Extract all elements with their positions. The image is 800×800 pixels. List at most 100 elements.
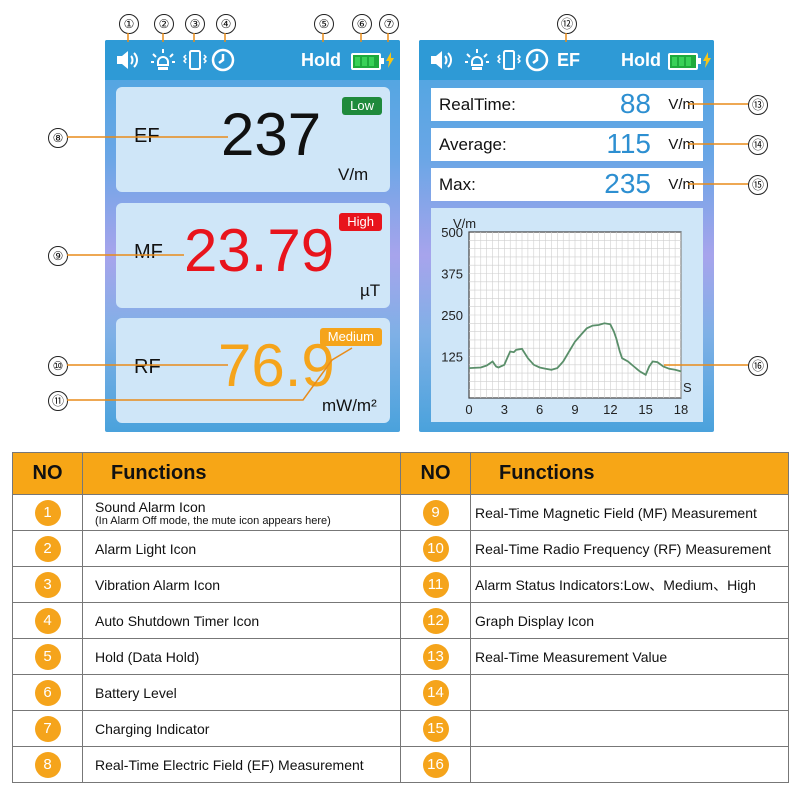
average-row: Average: 115 V/m <box>431 128 703 161</box>
header-functions: Functions <box>82 452 401 495</box>
number-badge: 7 <box>34 715 61 742</box>
callout-2: ② <box>154 14 174 34</box>
function-text: Hold (Data Hold) <box>95 648 200 665</box>
callout-1: ① <box>119 14 139 34</box>
y-tick-label: 500 <box>441 225 463 240</box>
function-text: Sound Alarm Icon <box>95 498 206 515</box>
max-row: Max: 235 V/m <box>431 168 703 201</box>
timer-icon <box>525 48 549 72</box>
table-row: 5 Hold (Data Hold) 13 Real-Time Measurem… <box>12 638 789 675</box>
callout-6: ⑥ <box>352 14 372 34</box>
graph-mode-label: EF <box>557 50 581 70</box>
callout-9: ⑨ <box>48 246 68 266</box>
leader-lines <box>67 33 748 401</box>
callout-7: ⑦ <box>379 14 399 34</box>
table-row: 7 Charging Indicator 15 <box>12 710 789 747</box>
number-badge: 16 <box>422 751 449 778</box>
callout-16: ⑯ <box>748 356 768 376</box>
graph-panel: 0 3 6 9 12 15 18 125 250 375 500 V/m S <box>431 208 703 422</box>
y-tick-label: 375 <box>441 267 463 282</box>
ef-value: 237 <box>221 101 322 168</box>
callout-8: ⑧ <box>48 128 68 148</box>
callout-5: ⑤ <box>314 14 334 34</box>
function-text: Real-Time Electric Field (EF) Measuremen… <box>95 756 364 773</box>
alarm-light-icon <box>151 49 175 70</box>
rf-value: 76.9 <box>218 332 335 399</box>
number-badge: 1 <box>34 499 61 526</box>
ef-status-badge: Low <box>342 97 382 115</box>
max-value: 235 <box>604 168 651 199</box>
header-no: NO <box>400 452 471 495</box>
number-badge: 11 <box>422 571 449 598</box>
number-badge: 14 <box>422 679 449 706</box>
ef-panel: EF 237 V/m Low <box>116 87 390 192</box>
mf-unit: µT <box>360 281 381 300</box>
max-label: Max: <box>439 175 476 194</box>
callout-10: ⑩ <box>48 356 68 376</box>
vibration-icon <box>497 50 521 70</box>
realtime-value: 88 <box>619 88 651 119</box>
rf-label: RF <box>134 356 161 378</box>
device-screen-main: Hold EF 237 V/m Low MF 23.79 µT High RF … <box>105 40 400 432</box>
number-badge: 9 <box>422 499 449 526</box>
function-text: Battery Level <box>95 684 177 701</box>
speaker-icon <box>117 51 138 69</box>
number-badge: 5 <box>34 643 61 670</box>
table-header-row: NO Functions NO Functions <box>12 452 789 495</box>
mf-label: MF <box>134 241 163 263</box>
alarm-light-icon <box>465 49 489 70</box>
number-badge: 4 <box>34 607 61 634</box>
ef-series-line <box>468 322 682 377</box>
average-value: 115 <box>606 128 651 159</box>
number-badge: 10 <box>422 535 449 562</box>
y-axis-label: V/m <box>453 216 476 231</box>
x-tick-label: 9 <box>571 402 578 417</box>
function-text: Graph Display Icon <box>475 612 595 629</box>
mf-value: 23.79 <box>184 217 335 284</box>
table-row: 1 Sound Alarm Icon (In Alarm Off mode, th… <box>12 494 789 531</box>
table-row: 8 Real-Time Electric Field (EF) Measurem… <box>12 746 789 783</box>
x-tick-label: 18 <box>674 402 688 417</box>
functions-table: NO Functions NO Functions 1 Sound Alarm … <box>12 452 789 783</box>
speaker-icon <box>431 51 452 69</box>
header-functions: Functions <box>470 452 789 495</box>
status-bar: Hold <box>105 40 400 80</box>
table-row: 2 Alarm Light Icon 10 Real-Time Radio Fr… <box>12 530 789 567</box>
device-screen-graph: EF Hold RealTime: 88 V/m Average: 115 V/… <box>419 40 714 432</box>
number-badge: 6 <box>34 679 61 706</box>
function-text: Real-Time Measurement Value <box>475 648 668 665</box>
callout-4: ④ <box>216 14 236 34</box>
table-row: 6 Battery Level 14 <box>12 674 789 711</box>
vibration-icon <box>183 50 207 70</box>
table-row: 4 Auto Shutdown Timer Icon 12 Graph Disp… <box>12 602 789 639</box>
realtime-label: RealTime: <box>439 95 516 114</box>
function-text: Real-Time Radio Frequency (RF) Measureme… <box>475 540 771 557</box>
ef-label: EF <box>134 125 160 147</box>
mf-status-badge: High <box>339 213 382 231</box>
number-badge: 13 <box>422 643 449 670</box>
battery-icon <box>668 53 701 70</box>
y-tick-label: 250 <box>441 308 463 323</box>
realtime-unit: V/m <box>668 96 695 113</box>
number-badge: 8 <box>34 751 61 778</box>
x-tick-label: 15 <box>638 402 652 417</box>
number-badge: 3 <box>34 571 61 598</box>
number-badge: 2 <box>34 535 61 562</box>
rf-panel: RF 76.9 mW/m² Medium <box>116 318 390 423</box>
function-text: Vibration Alarm Icon <box>95 576 221 593</box>
table-row: 3 Vibration Alarm Icon 11 Alarm Status I… <box>12 566 789 603</box>
x-tick-label: 12 <box>603 402 617 417</box>
y-tick-label: 125 <box>441 350 463 365</box>
average-unit: V/m <box>668 136 695 153</box>
number-badge: 12 <box>422 607 449 634</box>
charging-icon <box>386 52 394 68</box>
x-tick-label: 6 <box>536 402 543 417</box>
callout-14: ⑭ <box>748 135 768 155</box>
function-text: Auto Shutdown Timer Icon <box>95 612 260 629</box>
callout-15: ⑮ <box>748 175 768 195</box>
hold-indicator: Hold <box>301 50 341 70</box>
max-unit: V/m <box>668 176 695 193</box>
function-text: Charging Indicator <box>95 720 210 737</box>
realtime-row: RealTime: 88 V/m <box>431 88 703 121</box>
ef-unit: V/m <box>338 165 369 184</box>
